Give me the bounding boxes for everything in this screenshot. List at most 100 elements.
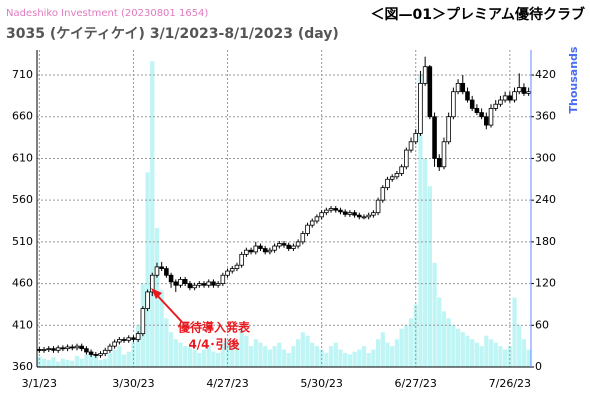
- volume-bar: [380, 332, 385, 367]
- volume-bar: [263, 346, 268, 367]
- candle-body: [314, 216, 320, 222]
- y-tick-label: 560: [12, 193, 33, 206]
- y-tick-label: 710: [12, 68, 33, 81]
- candle-body: [498, 99, 503, 105]
- candle-body: [173, 281, 179, 286]
- annotation-arrow: [153, 291, 183, 323]
- y2-tick-label: 60: [535, 318, 549, 331]
- volume-bar: [37, 356, 42, 367]
- volume-bar: [361, 346, 367, 367]
- candle-body: [272, 245, 277, 251]
- volume-bar: [460, 332, 465, 367]
- volume-bar: [465, 335, 470, 367]
- candle-body: [451, 91, 456, 118]
- volume-bar: [343, 353, 348, 367]
- volume-bar: [234, 342, 240, 367]
- candle-body: [178, 279, 183, 286]
- annotation-arrowhead: [151, 288, 162, 299]
- x-tick-label: 3/30/23: [112, 377, 154, 390]
- candle-body: [385, 178, 390, 189]
- volume-bar: [394, 339, 400, 367]
- candle-body: [333, 208, 339, 211]
- candle-body: [404, 149, 409, 168]
- volume-bar: [145, 172, 150, 367]
- volume-bar: [272, 346, 277, 367]
- volume-bar: [79, 358, 84, 367]
- candle-body: [93, 354, 99, 356]
- candle-body: [197, 283, 202, 286]
- candle-body: [324, 209, 329, 214]
- volume-bar: [74, 355, 80, 367]
- candle-body: [74, 345, 80, 349]
- volume-bar: [46, 360, 51, 367]
- candle-body: [225, 270, 230, 276]
- volume-bar: [488, 339, 494, 367]
- y-tick-label: 510: [12, 235, 33, 248]
- candle-body: [460, 82, 466, 93]
- candle-body: [291, 245, 296, 249]
- volume-bar: [441, 311, 447, 367]
- volume-bar: [427, 186, 432, 367]
- y2-tick-label: 300: [535, 151, 556, 164]
- candle-body: [187, 283, 193, 289]
- candle-body: [479, 112, 484, 118]
- volume-bar: [352, 351, 357, 367]
- candle-body: [102, 349, 108, 355]
- volume-bar: [51, 357, 56, 367]
- volume-bar: [512, 297, 517, 367]
- volume-bar: [521, 339, 527, 367]
- volume-bar: [197, 353, 202, 367]
- candle-body: [234, 264, 240, 269]
- candle-body: [469, 99, 475, 109]
- candle-body: [507, 95, 513, 101]
- volume-bar: [517, 325, 522, 367]
- candle-body: [201, 283, 207, 286]
- volume-bar: [310, 342, 315, 367]
- volume-bar: [366, 353, 371, 367]
- volume-bar: [371, 349, 376, 367]
- volume-bar: [390, 346, 395, 367]
- y-tick-label: 610: [12, 151, 33, 164]
- x-tick-label: 6/27/23: [395, 377, 437, 390]
- y2-tick-label: 420: [535, 68, 556, 81]
- candle-body: [135, 333, 141, 340]
- candle-body: [488, 107, 494, 126]
- candle-body: [70, 346, 75, 349]
- candle-body: [342, 211, 348, 215]
- candle-body: [380, 187, 386, 201]
- candle-body: [432, 116, 437, 159]
- volume-bar: [324, 353, 329, 367]
- y-tick-label: 410: [12, 318, 33, 331]
- volume-bar: [183, 346, 188, 367]
- candle-body: [117, 339, 122, 343]
- candle-body: [389, 176, 395, 180]
- candle-body: [248, 249, 254, 253]
- candle-body: [422, 66, 428, 84]
- candle-body: [51, 348, 56, 351]
- candle-body: [300, 233, 306, 243]
- candle-body: [465, 91, 470, 101]
- candle-body: [164, 268, 169, 276]
- candle-body: [239, 253, 244, 266]
- volume-bar: [470, 339, 475, 367]
- candle-body: [295, 241, 301, 247]
- annotation-text: 4/4･引後: [188, 337, 240, 352]
- volume-bar: [300, 332, 305, 367]
- candle-body: [347, 212, 353, 215]
- volume-bar: [526, 349, 531, 367]
- volume-bar: [253, 339, 258, 367]
- candle-body: [131, 337, 136, 340]
- candle-body: [493, 103, 498, 109]
- candle-body: [55, 347, 61, 351]
- volume-bar: [70, 360, 75, 367]
- volume-bar: [159, 290, 164, 367]
- chart-title: ＜図—01＞プレミアム優待クラブ: [370, 6, 585, 23]
- candle-body: [521, 87, 527, 94]
- volume-bar: [347, 354, 352, 367]
- candle-body: [516, 87, 522, 93]
- volume-bar: [126, 351, 131, 367]
- candle-body: [65, 346, 70, 350]
- candle-body: [112, 341, 117, 347]
- candle-body: [366, 214, 371, 218]
- volume-bar: [375, 339, 381, 367]
